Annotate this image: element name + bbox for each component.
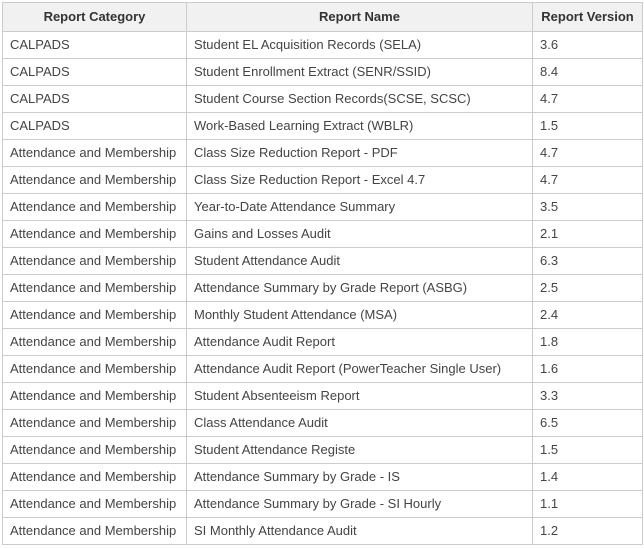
report-name-cell: Student Enrollment Extract (SENR/SSID)	[186, 58, 533, 86]
report-category-cell: Attendance and Membership	[2, 220, 187, 248]
column-header-report-category: Report Category	[2, 2, 187, 32]
report-version-cell: 3.3	[532, 382, 643, 410]
report-category-cell: Attendance and Membership	[2, 328, 187, 356]
report-category-cell: Attendance and Membership	[2, 247, 187, 275]
report-name-cell: Monthly Student Attendance (MSA)	[186, 301, 533, 329]
report-category-cell: CALPADS	[2, 85, 187, 113]
report-name-cell: Student Course Section Records(SCSE, SCS…	[186, 85, 533, 113]
report-name-cell: Student Absenteeism Report	[186, 382, 533, 410]
report-category-cell: Attendance and Membership	[2, 517, 187, 545]
column-header-report-name: Report Name	[186, 2, 533, 32]
report-version-cell: 2.1	[532, 220, 643, 248]
table-row: Attendance and Membership Year-to-Date At…	[2, 193, 643, 221]
report-version-cell: 1.6	[532, 355, 643, 383]
table-row: CALPADS Student Course Section Records(SC…	[2, 85, 643, 113]
table-row: Attendance and Membership Attendance Audi…	[2, 328, 643, 356]
report-version-cell: 1.8	[532, 328, 643, 356]
report-name-cell: Work-Based Learning Extract (WBLR)	[186, 112, 533, 140]
report-version-cell: 3.6	[532, 31, 643, 59]
report-name-cell: Student Attendance Registe	[186, 436, 533, 464]
report-version-cell: 4.7	[532, 166, 643, 194]
report-category-cell: Attendance and Membership	[2, 301, 187, 329]
report-name-cell: Student EL Acquisition Records (SELA)	[186, 31, 533, 59]
table-row: Attendance and Membership Attendance Summ…	[2, 274, 643, 302]
report-version-cell: 1.4	[532, 463, 643, 491]
report-version-cell: 1.1	[532, 490, 643, 518]
report-category-cell: Attendance and Membership	[2, 139, 187, 167]
report-category-cell: CALPADS	[2, 31, 187, 59]
report-category-cell: Attendance and Membership	[2, 463, 187, 491]
report-version-cell: 6.3	[532, 247, 643, 275]
report-category-cell: Attendance and Membership	[2, 355, 187, 383]
report-name-cell: Attendance Audit Report	[186, 328, 533, 356]
column-header-report-version: Report Version	[532, 2, 643, 32]
report-category-cell: CALPADS	[2, 112, 187, 140]
report-version-cell: 2.4	[532, 301, 643, 329]
report-category-cell: Attendance and Membership	[2, 166, 187, 194]
table-row: Attendance and Membership Student Absente…	[2, 382, 643, 410]
report-version-cell: 4.7	[532, 85, 643, 113]
report-name-cell: Attendance Summary by Grade - IS	[186, 463, 533, 491]
report-version-cell: 1.5	[532, 112, 643, 140]
report-category-cell: CALPADS	[2, 58, 187, 86]
report-version-cell: 1.2	[532, 517, 643, 545]
report-category-cell: Attendance and Membership	[2, 490, 187, 518]
report-name-cell: Class Attendance Audit	[186, 409, 533, 437]
report-name-cell: Student Attendance Audit	[186, 247, 533, 275]
table-row: CALPADS Student Enrollment Extract (SENR/…	[2, 58, 643, 86]
table-row: Attendance and Membership SI Monthly Atte…	[2, 517, 643, 545]
table-row: Attendance and Membership Class Size Redu…	[2, 139, 643, 167]
report-name-cell: SI Monthly Attendance Audit	[186, 517, 533, 545]
report-category-cell: Attendance and Membership	[2, 409, 187, 437]
report-category-cell: Attendance and Membership	[2, 382, 187, 410]
report-category-cell: Attendance and Membership	[2, 193, 187, 221]
report-name-cell: Gains and Losses Audit	[186, 220, 533, 248]
report-category-cell: Attendance and Membership	[2, 274, 187, 302]
table-row: Attendance and Membership Class Attendanc…	[2, 409, 643, 437]
report-category-cell: Attendance and Membership	[2, 436, 187, 464]
table-row: Attendance and Membership Monthly Student…	[2, 301, 643, 329]
report-table-body: CALPADS Student EL Acquisition Records (S…	[2, 31, 643, 545]
header-row: Report Category Report Name Report Versi…	[2, 2, 643, 32]
report-name-cell: Attendance Summary by Grade - SI Hourly	[186, 490, 533, 518]
report-version-cell: 4.7	[532, 139, 643, 167]
reports-table-header: Report Category Report Name Report Versi…	[2, 2, 643, 32]
table-row: Attendance and Membership Attendance Audi…	[2, 355, 643, 383]
report-version-cell: 2.5	[532, 274, 643, 302]
table-row: Attendance and Membership Attendance Summ…	[2, 490, 643, 518]
report-version-cell: 8.4	[532, 58, 643, 86]
table-row: Attendance and Membership Student Attenda…	[2, 247, 643, 275]
report-name-cell: Attendance Audit Report (PowerTeacher Si…	[186, 355, 533, 383]
table-row: Attendance and Membership Class Size Redu…	[2, 166, 643, 194]
report-name-cell: Class Size Reduction Report - Excel 4.7	[186, 166, 533, 194]
report-name-cell: Year-to-Date Attendance Summary	[186, 193, 533, 221]
table-row: Attendance and Membership Attendance Summ…	[2, 463, 643, 491]
table-row: CALPADS Student EL Acquisition Records (S…	[2, 31, 643, 59]
table-row: CALPADS Work-Based Learning Extract (WBLR…	[2, 112, 643, 140]
table-row: Attendance and Membership Student Attenda…	[2, 436, 643, 464]
report-version-cell: 6.5	[532, 409, 643, 437]
report-version-cell: 1.5	[532, 436, 643, 464]
report-name-cell: Class Size Reduction Report - PDF	[186, 139, 533, 167]
report-version-cell: 3.5	[532, 193, 643, 221]
table-row: Attendance and Membership Gains and Losse…	[2, 220, 643, 248]
report-name-cell: Attendance Summary by Grade Report (ASBG…	[186, 274, 533, 302]
